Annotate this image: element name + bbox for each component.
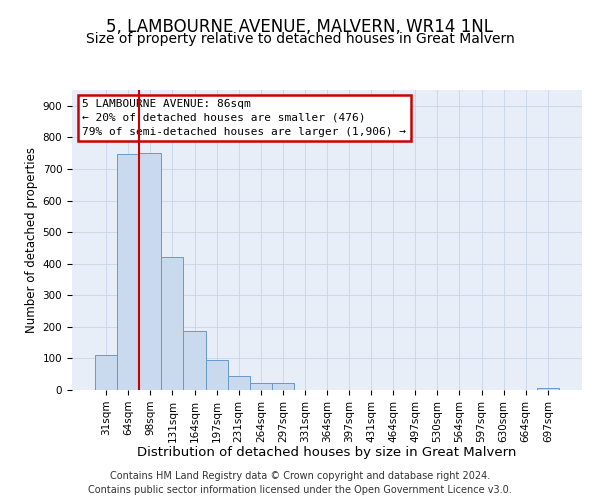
Bar (227, 376, 250, 390)
Bar (184, 330, 206, 390)
Bar (537, 388, 559, 390)
Text: 5, LAMBOURNE AVENUE, MALVERN, WR14 1NL: 5, LAMBOURNE AVENUE, MALVERN, WR14 1NL (107, 18, 493, 36)
Bar (250, 383, 272, 390)
Bar (139, 153, 161, 390)
Text: Contains HM Land Registry data © Crown copyright and database right 2024.
Contai: Contains HM Land Registry data © Crown c… (88, 471, 512, 495)
X-axis label: Distribution of detached houses by size in Great Malvern: Distribution of detached houses by size … (137, 446, 517, 459)
Text: 5 LAMBOURNE AVENUE: 86sqm
← 20% of detached houses are smaller (476)
79% of semi: 5 LAMBOURNE AVENUE: 86sqm ← 20% of detac… (82, 99, 406, 137)
Bar (206, 360, 227, 390)
Bar (117, 154, 139, 390)
Bar (95, 354, 117, 390)
Text: Size of property relative to detached houses in Great Malvern: Size of property relative to detached ho… (86, 32, 514, 46)
Bar (161, 258, 184, 390)
Bar (272, 383, 294, 390)
Y-axis label: Number of detached properties: Number of detached properties (25, 147, 38, 333)
